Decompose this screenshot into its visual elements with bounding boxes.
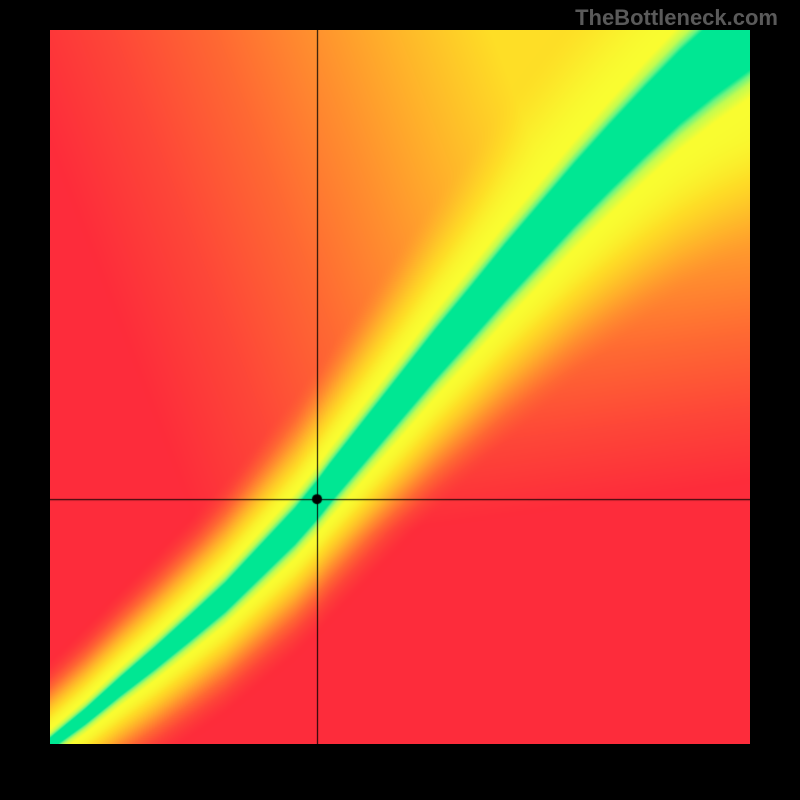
watermark-text: TheBottleneck.com (575, 5, 778, 31)
heatmap-plot-area (50, 30, 750, 744)
heatmap-canvas (50, 30, 750, 744)
